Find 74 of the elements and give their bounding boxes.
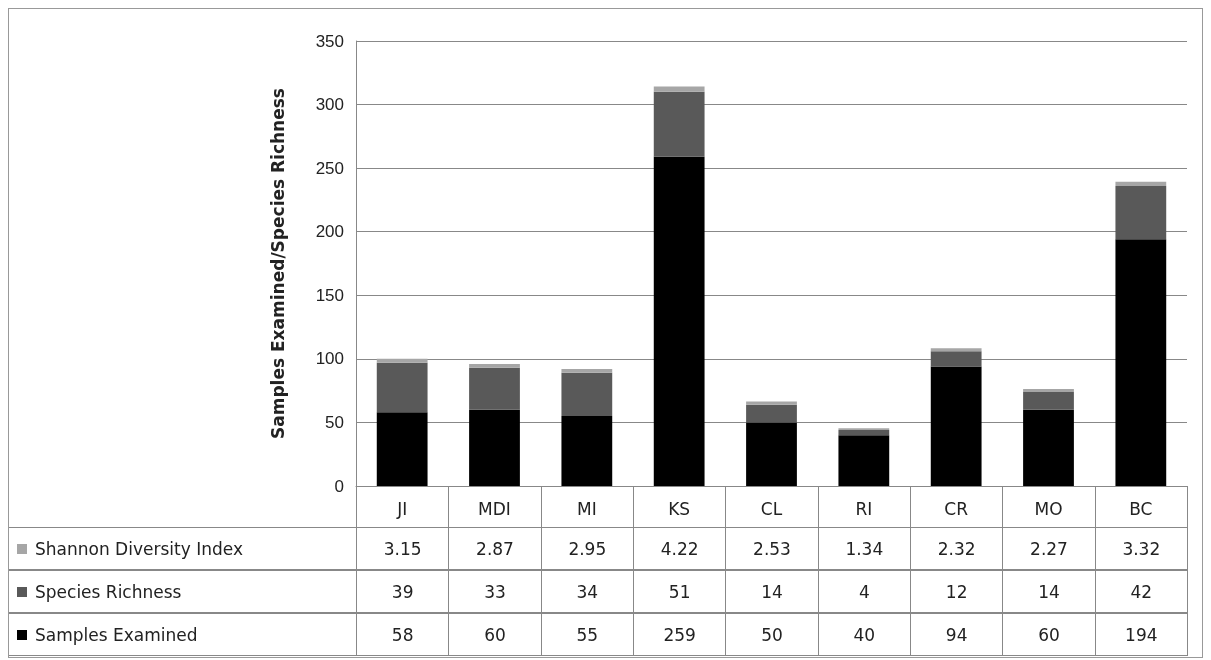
data-label: 1.34 — [817, 527, 911, 570]
bar — [561, 372, 613, 417]
data-label: 194 — [1094, 613, 1188, 656]
bar — [746, 422, 797, 486]
y-tick-label: 300 — [315, 95, 344, 115]
bar — [1115, 181, 1167, 186]
data-label: 33 — [448, 570, 542, 613]
legend-label: Shannon Diversity Index — [35, 538, 243, 559]
bar — [653, 156, 705, 486]
bar — [1023, 409, 1074, 486]
y-tick-label: 350 — [315, 31, 344, 51]
data-label: 2.95 — [540, 527, 634, 570]
data-label: 3.32 — [1094, 527, 1188, 570]
data-label: 42 — [1094, 570, 1188, 613]
x-tick-label: BC — [1129, 498, 1153, 519]
bar — [469, 364, 520, 368]
x-tick-label: MDI — [478, 498, 511, 519]
bar — [1023, 391, 1074, 410]
x-tick-label: KS — [668, 498, 691, 519]
data-label: 60 — [448, 613, 542, 656]
data-label: 3.15 — [356, 527, 450, 570]
data-label: 34 — [540, 570, 634, 613]
data-label: 2.32 — [910, 527, 1004, 570]
y-tick-label: 100 — [315, 349, 344, 369]
bar — [930, 348, 982, 352]
data-label: 50 — [725, 613, 819, 656]
x-tick-label: CL — [760, 498, 783, 519]
data-label: 259 — [633, 613, 727, 656]
bar — [930, 366, 982, 486]
data-label: 14 — [725, 570, 819, 613]
y-tick-label: 250 — [315, 158, 344, 178]
bar — [746, 404, 797, 423]
bar — [838, 430, 890, 436]
bar — [838, 435, 890, 486]
data-label: 51 — [633, 570, 727, 613]
x-tick-label: MI — [576, 498, 597, 519]
bar — [653, 91, 705, 157]
x-tick-label: CR — [944, 498, 969, 519]
bar — [746, 401, 797, 405]
bar — [653, 86, 705, 92]
data-label: 60 — [1002, 613, 1096, 656]
data-label: 14 — [1002, 570, 1096, 613]
bar — [561, 416, 613, 486]
legend-label: Species Richness — [35, 581, 182, 602]
bar — [376, 362, 428, 413]
data-label: 94 — [910, 613, 1004, 656]
data-label: 2.87 — [448, 527, 542, 570]
data-label: 4.22 — [633, 527, 727, 570]
x-tick-label: JI — [396, 498, 408, 519]
bar — [376, 358, 428, 363]
y-tick-label: 150 — [315, 285, 344, 305]
bar — [376, 412, 428, 486]
y-axis-title: Samples Examined/Species Richness — [267, 88, 288, 439]
data-label: 58 — [356, 613, 450, 656]
legend-label: Samples Examined — [35, 624, 198, 645]
data-label: 12 — [910, 570, 1004, 613]
bar — [930, 351, 982, 367]
data-label: 4 — [817, 570, 911, 613]
bar — [1115, 185, 1167, 240]
data-label: 2.27 — [1002, 527, 1096, 570]
data-label: 2.53 — [725, 527, 819, 570]
y-tick-label: 50 — [325, 412, 344, 432]
bar — [1023, 389, 1074, 392]
x-tick-label: RI — [855, 498, 873, 519]
y-tick-label: 200 — [315, 222, 344, 242]
data-label: 39 — [356, 570, 450, 613]
bar — [469, 409, 520, 486]
bar — [469, 367, 520, 410]
y-tick-label: 0 — [334, 476, 344, 496]
data-label: 55 — [540, 613, 634, 656]
data-label: 40 — [817, 613, 911, 656]
bar — [1115, 239, 1167, 486]
x-tick-label: MO — [1034, 498, 1063, 519]
bar — [561, 369, 613, 373]
